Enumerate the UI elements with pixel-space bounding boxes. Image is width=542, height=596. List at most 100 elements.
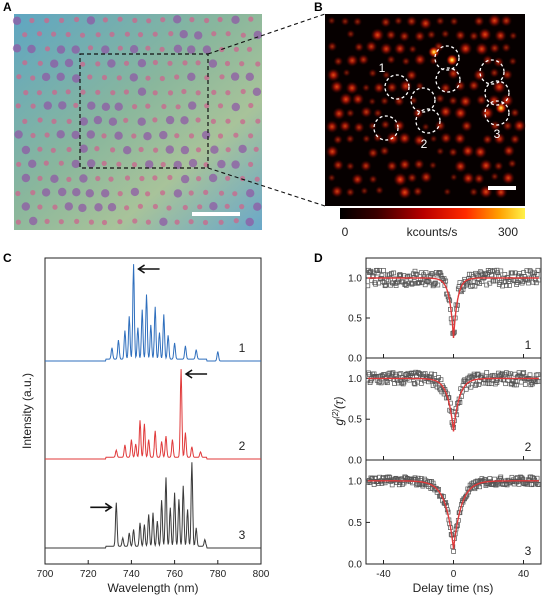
pl-spot	[386, 160, 398, 172]
lattice-dot	[161, 103, 167, 110]
lattice-dot	[93, 115, 103, 125]
lattice-dot	[22, 60, 28, 66]
lattice-dot	[167, 90, 174, 96]
g2-data-point	[473, 383, 478, 388]
g2-data-point	[448, 400, 453, 406]
lattice-dot	[204, 17, 210, 24]
g2-data-point	[474, 280, 480, 285]
lattice-dot	[137, 203, 143, 209]
g2-data-point	[463, 378, 468, 384]
g2-data-point	[514, 382, 519, 388]
lattice-dot	[73, 102, 79, 108]
g2-data-point	[460, 287, 466, 292]
lattice-dot	[36, 90, 43, 96]
g2-data-point	[435, 487, 441, 493]
peak-arrow-2	[184, 369, 208, 379]
pl-spot	[327, 16, 336, 25]
scale-bar-a	[192, 212, 240, 216]
lattice-dot	[174, 219, 180, 225]
g2-data-point	[430, 383, 436, 388]
lattice-dot	[175, 104, 181, 110]
g2-subplot-3: 0.0 0.5 1.0 3	[348, 459, 542, 571]
lattice-dot	[124, 205, 130, 211]
g2-data-point	[400, 279, 405, 285]
emitter-label-2: 2	[421, 137, 428, 151]
pl-spot	[501, 171, 515, 185]
g2-data-point	[492, 278, 498, 284]
lattice-dot	[219, 74, 225, 80]
lattice-dot	[117, 219, 123, 225]
spectrum-line-1	[45, 264, 261, 362]
g2-data-point	[526, 280, 531, 286]
spectrum-line-2	[45, 369, 261, 460]
lattice-dot	[123, 146, 132, 155]
lattice-dot	[145, 103, 151, 109]
emitter-circle	[479, 59, 505, 85]
lattice-dot	[110, 90, 116, 96]
g2-data-point	[377, 379, 382, 385]
g2-data-point	[442, 283, 448, 288]
g2-x-axis-label: Delay time (ns)	[413, 581, 494, 595]
g2-data-point	[479, 476, 485, 481]
lattice-dot	[58, 101, 67, 110]
pl-spot	[401, 56, 411, 66]
lattice-dot	[160, 161, 166, 168]
g2-data-point	[480, 372, 486, 378]
g2-data-point	[451, 549, 456, 554]
emitter-circle	[434, 45, 460, 71]
lattice-dot	[165, 145, 174, 154]
lattice-dot	[14, 130, 23, 139]
lattice-dot	[253, 202, 262, 211]
g2-data-point	[457, 280, 463, 285]
pl-spot	[501, 42, 512, 53]
pl-spot	[474, 42, 489, 56]
lattice-dot	[168, 30, 174, 37]
lattice-dot	[231, 15, 240, 24]
g2-data-point	[524, 377, 530, 382]
lattice-dot	[182, 204, 188, 211]
g2-data-point	[418, 476, 424, 481]
lattice-dot	[94, 203, 103, 212]
pl-spot	[353, 42, 365, 53]
lattice-dot	[211, 89, 217, 95]
g2-chart: 0.0 0.5 1.0 1 0.0 0.5 1.0 2 0.0 0.5 1.0 3 -40 0 40 Del…	[331, 257, 542, 595]
pl-spot	[507, 158, 517, 169]
g2-data-point	[413, 271, 419, 277]
lattice-dot	[145, 45, 151, 51]
g2-data-point	[429, 371, 434, 377]
lattice-dot	[208, 173, 218, 183]
pl-spot	[345, 187, 356, 197]
g2-data-point	[518, 379, 524, 385]
lattice-dot	[145, 191, 151, 197]
lattice-dot	[174, 74, 180, 80]
g2-data-point	[365, 283, 371, 289]
emitter-circle	[410, 87, 436, 113]
pl-spot	[461, 144, 475, 158]
lattice-dot	[44, 46, 51, 52]
pl-spot	[386, 54, 396, 65]
g2-x-tick-label: -40	[376, 569, 391, 580]
lattice-dot	[28, 159, 37, 168]
pl-spot	[435, 93, 445, 104]
lattice-dot	[209, 202, 218, 211]
lattice-dot	[173, 189, 183, 198]
g2-data-point	[536, 378, 541, 384]
lattice-dot	[248, 102, 254, 109]
lattice-dot	[74, 218, 80, 224]
lattice-dot	[21, 202, 30, 211]
lattice-dot	[187, 72, 196, 82]
g2-data-point	[499, 372, 504, 377]
lattice-dot	[30, 103, 36, 109]
pl-spot	[345, 108, 355, 118]
pl-spot	[508, 56, 518, 66]
pl-spot	[351, 173, 364, 186]
pl-spot	[368, 68, 378, 78]
spectra-x-tick-label: 720	[80, 569, 97, 580]
pl-spot	[368, 97, 377, 106]
lattice-dot	[233, 46, 239, 52]
pl-spot	[473, 173, 485, 185]
lattice-dot	[248, 133, 254, 139]
lattice-dot	[12, 16, 22, 25]
lattice-dot	[137, 59, 147, 68]
lattice-dot	[208, 59, 218, 68]
